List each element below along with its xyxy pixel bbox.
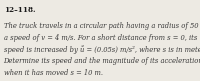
Text: 12–118.: 12–118. <box>4 6 35 14</box>
Text: Determine its speed and the magnitude of its acceleration: Determine its speed and the magnitude of… <box>4 57 200 65</box>
Text: a speed of v = 4 m/s. For a short distance from s = 0, its: a speed of v = 4 m/s. For a short distan… <box>4 34 197 42</box>
Text: speed is increased by ṻ = (0.05s) m/s², where s is in meters.: speed is increased by ṻ = (0.05s) m/s², … <box>4 45 200 54</box>
Text: The truck travels in a circular path having a radius of 50 m at: The truck travels in a circular path hav… <box>4 22 200 30</box>
Text: when it has moved s = 10 m.: when it has moved s = 10 m. <box>4 69 103 77</box>
